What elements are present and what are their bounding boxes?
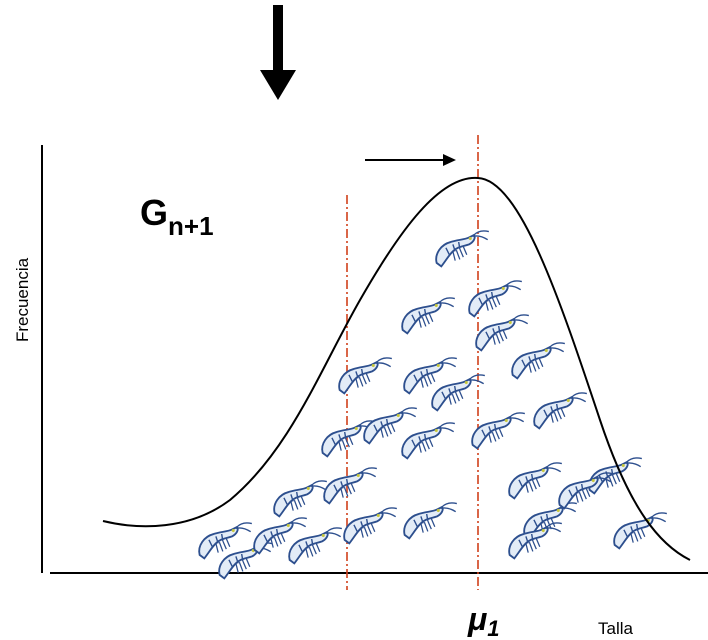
shrimp-icon xyxy=(323,467,378,505)
group-label-subscript: n+1 xyxy=(168,211,214,241)
shrimp-icon xyxy=(613,512,668,550)
shrimp-icon xyxy=(435,230,490,268)
shrimp-icon xyxy=(508,462,563,500)
shrimp-icon xyxy=(403,502,458,540)
shrimp-icon xyxy=(273,480,328,518)
shift-arrow-head xyxy=(443,154,456,166)
shrimp-icon xyxy=(558,472,613,510)
shrimp-icon xyxy=(343,507,398,545)
shrimp-icon xyxy=(475,314,530,352)
shrimp-icon xyxy=(288,527,343,565)
shrimp-icon xyxy=(468,280,523,318)
shrimp-icon xyxy=(511,342,566,380)
shrimp-icon xyxy=(471,412,526,450)
shrimp-icon xyxy=(431,374,486,412)
x-axis-label: Talla xyxy=(598,619,634,638)
group-label-main: G xyxy=(140,192,168,233)
distribution-curve xyxy=(102,176,691,561)
mean-label-main: μ xyxy=(467,601,487,637)
y-axis-label: Frecuencia xyxy=(13,257,32,342)
shrimp-icon xyxy=(533,392,588,430)
group-label: Gn+1 xyxy=(140,192,214,241)
mean-label: μ1 xyxy=(467,601,500,640)
down-arrow-head xyxy=(260,70,296,100)
shrimp-icon xyxy=(338,357,393,395)
shrimp-icon xyxy=(401,297,456,335)
down-arrow-shaft xyxy=(273,5,283,73)
shrimp-icon xyxy=(401,422,456,460)
mean-label-subscript: 1 xyxy=(487,616,499,640)
shrimp-group xyxy=(198,230,668,580)
